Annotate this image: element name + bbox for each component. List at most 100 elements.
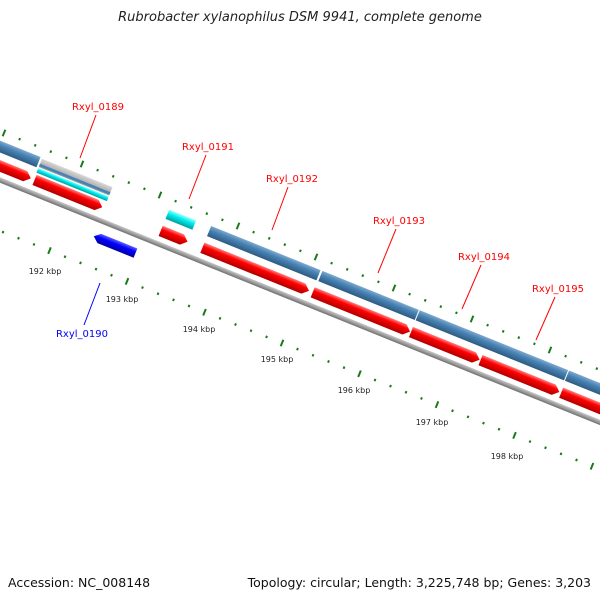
minor-tick (127, 181, 131, 185)
minor-tick (187, 304, 191, 308)
gene-label-rxyl-0194[interactable]: Rxyl_0194 (458, 252, 510, 263)
minor-tick (439, 305, 443, 309)
gene-label-rxyl-0189[interactable]: Rxyl_0189 (72, 102, 124, 113)
minor-tick (49, 150, 53, 154)
major-tick (357, 370, 362, 378)
gene-label-rxyl-0195[interactable]: Rxyl_0195 (532, 284, 584, 295)
genome-summary-text: Topology: circular; Length: 3,225,748 bp… (247, 575, 591, 590)
ruler-label: 193 kbp (106, 295, 139, 304)
minor-tick (361, 274, 365, 278)
gene-band[interactable] (415, 310, 569, 381)
minor-tick (528, 440, 532, 444)
minor-tick (575, 458, 578, 462)
ruler-label: 196 kbp (338, 386, 371, 395)
gene-band[interactable] (0, 108, 41, 168)
major-tick (313, 253, 319, 261)
minor-tick (234, 323, 237, 327)
minor-tick (327, 359, 330, 363)
major-tick (391, 284, 397, 292)
forward-cds[interactable] (32, 174, 104, 213)
rna-band-rxyl-0189[interactable] (36, 167, 109, 202)
minor-tick (218, 316, 222, 320)
forward-cds[interactable] (158, 225, 190, 247)
minor-tick (249, 329, 253, 333)
minor-tick (497, 427, 501, 431)
minor-tick (156, 292, 160, 296)
major-tick (279, 339, 285, 347)
minor-tick (559, 452, 563, 456)
minor-tick (33, 143, 37, 147)
minor-tick (1, 230, 5, 234)
ruler-ticks (1, 129, 599, 470)
major-tick (202, 308, 207, 316)
major-tick (1, 129, 7, 137)
minor-tick (296, 347, 299, 351)
gene-band-stripe (39, 163, 111, 195)
gene-label-rxyl-0192[interactable]: Rxyl_0192 (266, 174, 318, 185)
gene-label-rxyl-0191[interactable]: Rxyl_0191 (182, 142, 234, 153)
minor-tick (17, 236, 20, 240)
gene-band[interactable] (318, 270, 419, 321)
label-leader (461, 264, 482, 310)
major-tick (469, 315, 475, 323)
major-tick (157, 191, 163, 199)
minor-tick (482, 421, 485, 425)
major-tick (47, 246, 52, 255)
forward-cds[interactable] (408, 326, 482, 365)
minor-tick (423, 298, 427, 302)
label-leader (83, 282, 101, 326)
minor-tick (174, 199, 177, 203)
minor-tick (252, 230, 255, 234)
minor-tick (501, 329, 505, 333)
minor-tick (455, 311, 458, 315)
minor-tick (18, 137, 21, 141)
major-tick (124, 277, 130, 286)
minor-tick (94, 267, 98, 271)
minor-tick (283, 243, 287, 247)
minor-tick (486, 323, 489, 327)
label-leader (377, 228, 397, 274)
minor-tick (564, 354, 567, 358)
label-leader (188, 154, 207, 200)
ruler-label: 195 kbp (261, 355, 294, 364)
minor-tick (63, 255, 67, 259)
gene-label-rxyl-0190[interactable]: Rxyl_0190 (56, 329, 108, 340)
forward-cds[interactable] (0, 125, 33, 183)
forward-cds[interactable] (478, 355, 561, 397)
minor-tick (221, 218, 224, 222)
label-leader (535, 296, 556, 341)
minor-tick (451, 409, 454, 413)
minor-tick (141, 286, 144, 290)
minor-tick (299, 249, 302, 253)
label-leader (271, 186, 289, 231)
minor-tick (544, 446, 547, 450)
minor-tick (265, 335, 268, 339)
forward-cds[interactable] (559, 387, 600, 473)
forward-cds[interactable] (200, 242, 311, 296)
gene-band[interactable] (207, 225, 321, 281)
major-tick (235, 222, 241, 230)
rna-feature-rxyl-0191[interactable] (165, 209, 197, 230)
minor-tick (172, 298, 175, 302)
ruler-label: 197 kbp (416, 418, 449, 427)
minor-tick (579, 360, 583, 364)
gene-label-rxyl-0193[interactable]: Rxyl_0193 (373, 216, 425, 227)
minor-tick (267, 236, 271, 240)
minor-tick (595, 367, 599, 371)
minor-tick (517, 336, 521, 340)
forward-cds[interactable] (310, 287, 412, 337)
feature-track (0, 108, 600, 483)
ruler-label: 194 kbp (183, 325, 216, 334)
minor-tick (408, 292, 411, 296)
reverse-cds-rxyl-0190[interactable] (92, 232, 138, 258)
major-tick (79, 160, 85, 168)
minor-tick (420, 396, 423, 400)
major-tick (589, 462, 595, 470)
minor-tick (111, 174, 115, 178)
map-title: Rubrobacter xylanophilus DSM 9941, compl… (118, 10, 482, 25)
minor-tick (110, 273, 113, 277)
minor-tick (79, 261, 82, 265)
minor-tick (377, 280, 380, 284)
minor-tick (373, 378, 377, 382)
